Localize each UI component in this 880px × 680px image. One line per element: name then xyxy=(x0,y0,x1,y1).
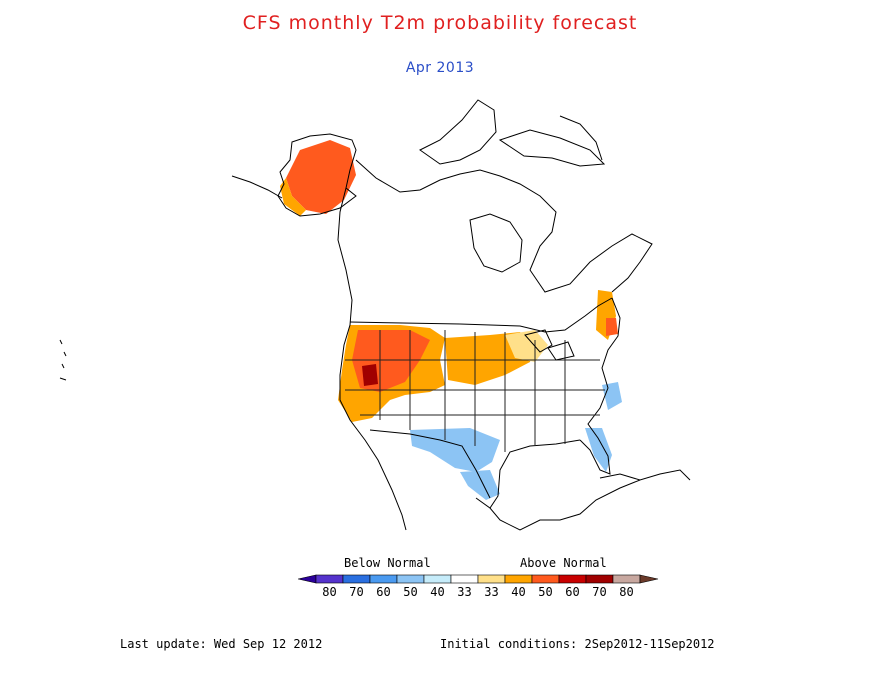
alaska-above-shading xyxy=(286,140,356,214)
scale-tick-label: 50 xyxy=(538,585,553,599)
scale-tick-label: 40 xyxy=(430,585,445,599)
hudson-bay xyxy=(469,213,523,273)
scale-segment xyxy=(450,574,479,584)
scale-segment xyxy=(477,574,506,584)
us-mexico-border xyxy=(369,429,491,499)
scale-tick-label: 33 xyxy=(457,585,472,599)
color-scale-bar xyxy=(298,574,659,584)
scale-tick-label: 60 xyxy=(565,585,580,599)
chart-title: CFS monthly T2m probability forecast xyxy=(242,12,638,34)
greenland-edge xyxy=(559,115,603,161)
great-lakes-above-light xyxy=(505,330,548,362)
scale-segment xyxy=(504,574,533,584)
below-normal-label: Below Normal xyxy=(344,556,431,570)
alaska-above-fringe xyxy=(280,178,306,216)
scale-segment xyxy=(531,574,560,584)
atlantic-coast xyxy=(579,297,621,475)
last-update-text: Last update: Wed Sep 12 2012 xyxy=(120,637,323,651)
scale-arrow-right xyxy=(639,574,659,584)
scale-tick-label: 50 xyxy=(403,585,418,599)
coastlines-and-borders xyxy=(59,99,691,531)
initial-conditions-text: Initial conditions: 2Sep2012-11Sep2012 xyxy=(440,637,715,651)
atlantic-below-shading xyxy=(602,382,622,410)
hawaii-islands xyxy=(59,339,67,381)
state-lines xyxy=(345,330,605,452)
scale-arrow-left xyxy=(298,574,317,584)
mexico-coast xyxy=(489,479,641,531)
florida-below-shading xyxy=(585,428,612,472)
gulf-coast xyxy=(475,439,581,509)
texas-below-shading xyxy=(460,470,500,500)
aleutian-chain xyxy=(231,175,283,199)
scale-segment xyxy=(585,574,614,584)
alaska-coastline xyxy=(277,133,357,217)
probability-shading xyxy=(280,140,622,500)
scale-tick-label: 33 xyxy=(484,585,499,599)
scale-segment xyxy=(558,574,587,584)
canada-coastline xyxy=(355,159,653,293)
new-england-above-60 xyxy=(606,318,618,336)
scale-tick-label: 60 xyxy=(376,585,391,599)
scale-tick-label: 70 xyxy=(349,585,364,599)
us-canada-border xyxy=(349,297,613,333)
scale-tick-label: 80 xyxy=(322,585,337,599)
scale-segment xyxy=(342,574,371,584)
above-normal-label: Above Normal xyxy=(520,556,607,570)
scale-segment xyxy=(369,574,398,584)
caribbean-islands xyxy=(599,469,691,481)
western-us-above-70 xyxy=(362,364,378,386)
chart-subtitle: Apr 2013 xyxy=(405,60,475,76)
pacific-coast xyxy=(337,187,407,531)
scale-tick-label: 80 xyxy=(619,585,634,599)
south-below-shading xyxy=(410,428,500,472)
arctic-islands xyxy=(419,99,606,167)
scale-segment xyxy=(396,574,425,584)
scale-segment xyxy=(612,574,641,584)
great-lakes xyxy=(524,329,575,361)
color-scale-ticks: 80 70 60 50 40 33 33 40 50 60 70 80 xyxy=(316,585,640,599)
scale-tick-label: 70 xyxy=(592,585,607,599)
scale-segment xyxy=(315,574,344,584)
scale-tick-label: 40 xyxy=(511,585,526,599)
scale-segment xyxy=(423,574,452,584)
